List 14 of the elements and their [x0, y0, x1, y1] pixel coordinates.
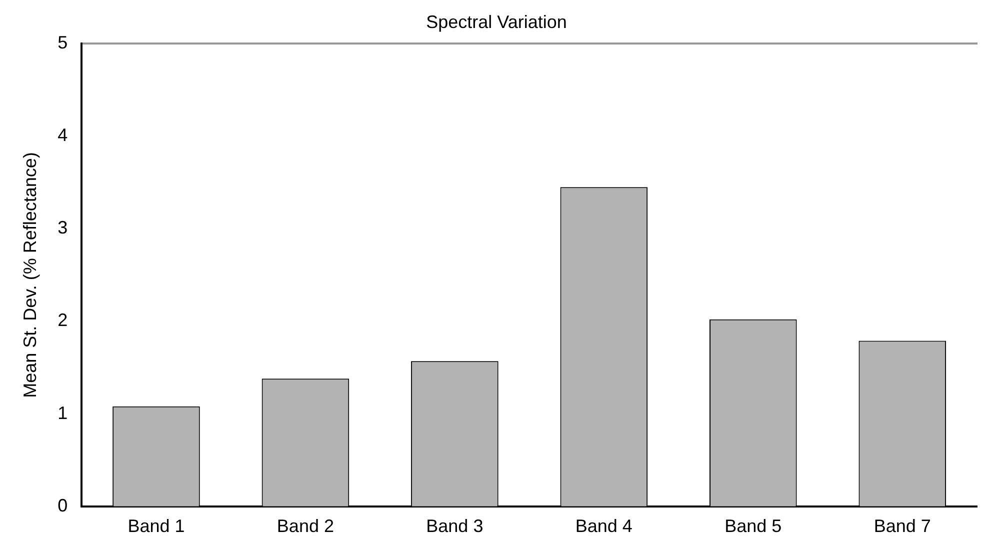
y-tick-label: 4: [58, 125, 68, 146]
x-tick-label: Band 4: [575, 516, 632, 536]
y-tick-label: 1: [58, 402, 68, 423]
x-tick-label: Band 1: [128, 516, 185, 536]
x-tick-label: Band 5: [724, 516, 782, 536]
x-tick-label: Band 2: [276, 516, 334, 536]
x-tick-label: Band 7: [874, 516, 931, 536]
chart-title: Spectral Variation: [426, 12, 567, 32]
y-tick-label: 5: [58, 32, 68, 53]
y-tick-label: 3: [58, 218, 68, 238]
y-tick-label: 2: [58, 310, 68, 330]
y-axis-title: Mean St. Dev. (% Reflectance): [20, 152, 40, 398]
y-tick-label: 0: [58, 495, 68, 516]
x-tick-label: Band 3: [426, 516, 484, 536]
